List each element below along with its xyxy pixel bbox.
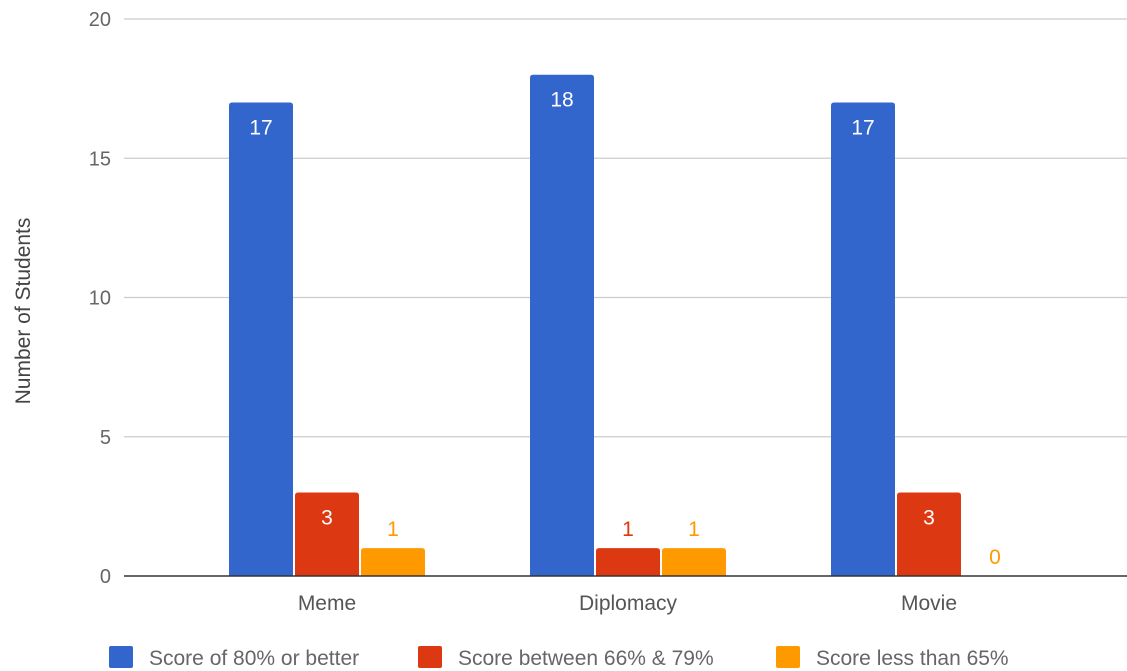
data-label: 1 bbox=[688, 518, 700, 541]
bars: 17 3 1 18 1 1 17 3 0 bbox=[229, 74, 1001, 577]
data-label: 17 bbox=[851, 117, 874, 140]
data-label: 0 bbox=[989, 546, 1001, 569]
bar bbox=[361, 548, 425, 576]
data-label: 18 bbox=[550, 89, 573, 112]
bar bbox=[229, 102, 293, 577]
y-axis-ticks: 0 5 10 15 20 bbox=[89, 9, 111, 588]
legend-swatch bbox=[109, 646, 133, 668]
legend-label: Score less than 65% bbox=[816, 647, 1009, 670]
legend-swatch bbox=[418, 646, 442, 668]
bar bbox=[295, 492, 359, 576]
x-tick-label: Meme bbox=[298, 592, 356, 615]
y-axis-title: Number of Students bbox=[12, 218, 35, 405]
bar bbox=[831, 102, 895, 577]
legend-label: Score between 66% & 79% bbox=[458, 647, 714, 670]
y-tick-label: 5 bbox=[100, 427, 111, 449]
legend-swatch bbox=[776, 646, 800, 668]
bar bbox=[662, 548, 726, 576]
data-label: 3 bbox=[321, 506, 333, 529]
x-axis-labels: Meme Diplomacy Movie bbox=[298, 592, 957, 615]
bar bbox=[897, 492, 961, 576]
y-tick-label: 0 bbox=[100, 566, 111, 588]
data-label: 17 bbox=[249, 117, 272, 140]
legend: Score of 80% or better Score between 66% … bbox=[109, 646, 1009, 670]
x-tick-label: Movie bbox=[901, 592, 957, 615]
legend-label: Score of 80% or better bbox=[149, 647, 359, 670]
data-label: 3 bbox=[923, 506, 935, 529]
bar bbox=[530, 74, 594, 576]
data-label: 1 bbox=[622, 518, 634, 541]
y-tick-label: 15 bbox=[89, 148, 111, 170]
x-tick-label: Diplomacy bbox=[579, 592, 678, 615]
bar bbox=[596, 548, 660, 576]
data-label: 1 bbox=[387, 518, 399, 541]
y-tick-label: 20 bbox=[89, 9, 111, 31]
y-tick-label: 10 bbox=[89, 288, 111, 310]
